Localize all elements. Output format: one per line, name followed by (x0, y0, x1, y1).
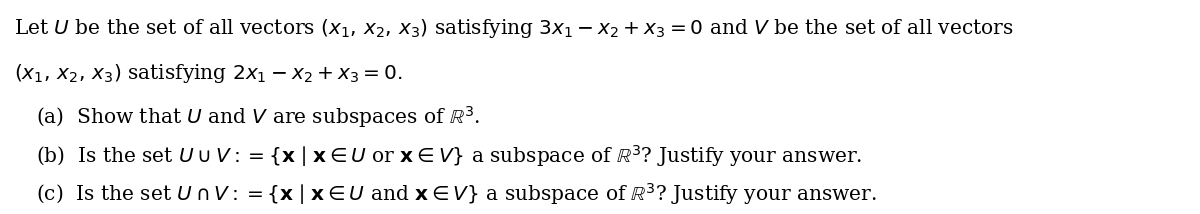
Text: (b)  Is the set $U \cup V := \{\mathbf{x} \mid \mathbf{x} \in U$ or $\mathbf{x} : (b) Is the set $U \cup V := \{\mathbf{x}… (36, 143, 863, 169)
Text: $(x_1,\, x_2,\, x_3)$ satisfying $2x_1 - x_2 + x_3 = 0.$: $(x_1,\, x_2,\, x_3)$ satisfying $2x_1 -… (14, 62, 403, 85)
Text: (a)  Show that $U$ and $V$ are subspaces of $\mathbb{R}^3$.: (a) Show that $U$ and $V$ are subspaces … (36, 104, 480, 130)
Text: Let $U$ be the set of all vectors $(x_1,\, x_2,\, x_3)$ satisfying $3x_1 - x_2 +: Let $U$ be the set of all vectors $(x_1,… (14, 17, 1014, 40)
Text: (c)  Is the set $U \cap V := \{\mathbf{x} \mid \mathbf{x} \in U$ and $\mathbf{x}: (c) Is the set $U \cap V := \{\mathbf{x}… (36, 181, 877, 207)
